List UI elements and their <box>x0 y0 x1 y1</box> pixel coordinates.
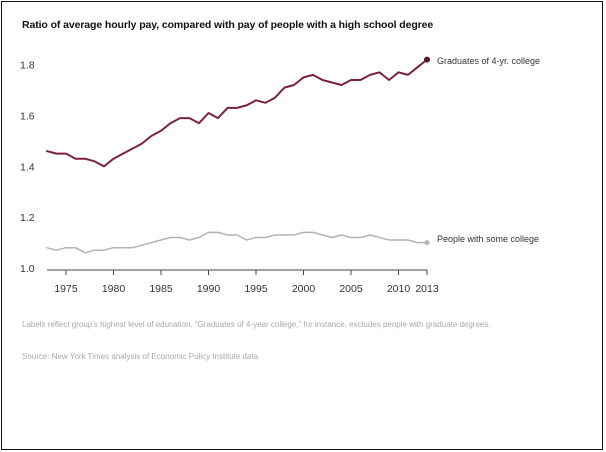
series-lines <box>46 56 430 254</box>
y-tick-label: 1.0 <box>20 263 35 275</box>
series-end-point <box>424 56 430 63</box>
chart-note: Labels reflect group’s highest level of … <box>22 320 491 329</box>
y-tick-label: 1.6 <box>20 111 35 123</box>
y-tick-label: 1.4 <box>20 161 35 173</box>
x-tick-label: 2005 <box>339 283 363 295</box>
series-end-point <box>424 240 430 246</box>
x-tick-label: 1980 <box>102 283 126 295</box>
series-line-1 <box>46 231 428 254</box>
chart-source: Source: New York Times analysis of Econo… <box>22 352 259 361</box>
chart-title: Ratio of average hourly pay, compared wi… <box>22 19 434 31</box>
x-tick-label: 2010 <box>387 283 411 295</box>
x-tick-label: 1985 <box>149 283 173 295</box>
series-label-1: People with some college <box>437 234 539 244</box>
x-tick-label: 2000 <box>292 283 316 295</box>
x-tick-label: 2013 <box>415 283 439 295</box>
y-tick-label: 1.2 <box>20 212 35 224</box>
y-tick-label: 1.8 <box>20 60 35 72</box>
x-tick-label: 1990 <box>197 283 221 295</box>
x-tick-label: 1995 <box>244 283 268 295</box>
x-axis: 1975 1980 1985 1990 1995 2000 2005 2010 2013 <box>47 269 439 295</box>
series-labels: Graduates of 4-yr. college People with so… <box>437 56 540 244</box>
series-line-0 <box>46 58 428 168</box>
x-tick-label: 1975 <box>54 283 78 295</box>
series-label-0: Graduates of 4-yr. college <box>437 56 540 66</box>
y-axis: 1.0 1.2 1.4 1.6 1.8 <box>20 60 35 275</box>
